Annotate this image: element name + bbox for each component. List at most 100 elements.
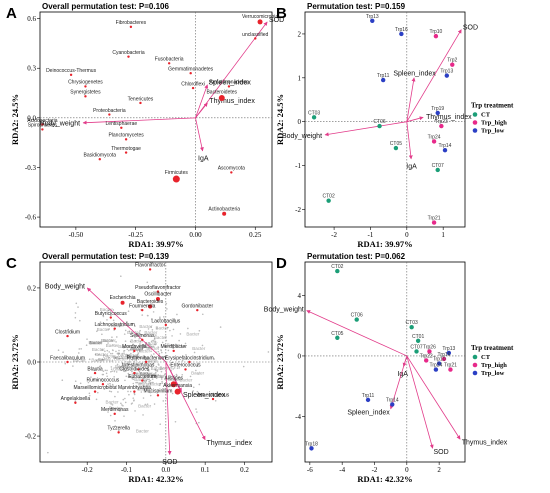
species-dot <box>142 381 144 384</box>
species-label: Bacter <box>111 323 125 328</box>
species-dot <box>74 380 77 382</box>
species-dot <box>111 383 114 386</box>
species-dot <box>156 369 159 372</box>
species-dot <box>86 338 88 340</box>
species-dot <box>176 313 178 316</box>
species-dot <box>139 361 141 363</box>
species-dot <box>104 369 107 372</box>
species-label: Bacter <box>146 373 160 378</box>
sample-point <box>326 198 331 203</box>
sample-label: CT03 <box>406 320 418 326</box>
species-label: Bacter <box>130 347 144 352</box>
arrow-label: SOD <box>433 449 448 456</box>
species-dot <box>135 349 138 351</box>
species-dot <box>109 384 112 387</box>
species-label: Bacter <box>127 354 141 359</box>
species-dot <box>153 340 155 342</box>
species-dot <box>108 325 111 328</box>
taxon-label: Oscillibacter <box>144 292 172 298</box>
taxon-point <box>84 95 87 98</box>
species-dot <box>106 319 108 321</box>
taxon-point <box>230 171 233 174</box>
sample-point <box>435 167 440 173</box>
species-dot <box>158 389 160 392</box>
x-axis-title: RDA1: 42.32% <box>357 474 412 484</box>
sample-point <box>365 397 371 403</box>
species-dot <box>155 377 158 380</box>
sample-label: Trp21 <box>428 216 441 222</box>
species-dot <box>165 354 167 357</box>
sample-point <box>446 350 452 356</box>
sample-point <box>335 335 340 340</box>
species-label: Bacter <box>136 429 150 434</box>
species-dot <box>88 394 91 397</box>
species-dot <box>95 359 98 362</box>
taxon-label: Chrysiogenetes <box>68 80 103 86</box>
species-dot <box>134 357 136 360</box>
species-dot <box>101 358 104 361</box>
species-dot <box>153 403 156 405</box>
species-label: Bacter <box>137 348 151 353</box>
taxon-label: Angelakisella <box>61 396 91 402</box>
arrow-label: Body_weight <box>282 133 322 140</box>
sample-point <box>433 367 439 372</box>
legend-swatch <box>472 128 478 133</box>
species-dot <box>152 381 154 384</box>
species-dot <box>138 383 141 385</box>
plot-frame <box>304 261 466 463</box>
taxon-point <box>117 431 120 434</box>
plot-frame <box>39 11 273 228</box>
species-dot <box>87 381 90 384</box>
species-dot <box>143 379 145 382</box>
species-dot <box>172 328 175 331</box>
species-label: Bacter <box>152 373 166 378</box>
sample-label: CT06 <box>373 119 385 125</box>
taxon-label: Pseudoflavonifractor <box>135 285 181 291</box>
legend-item: Trp_low <box>481 370 505 377</box>
species-dot <box>135 384 138 387</box>
species-dot <box>196 365 199 367</box>
y-tick-label: 0.6 <box>27 15 36 23</box>
sample-point <box>431 220 437 225</box>
species-dot <box>101 380 104 383</box>
sample-label: CT07 <box>410 344 422 350</box>
species-dot <box>114 425 117 427</box>
taxon-label: Bacteroidetes <box>206 90 237 96</box>
species-dot <box>134 325 136 327</box>
species-dot <box>201 313 204 316</box>
taxon-point <box>41 128 44 131</box>
taxon-point <box>133 349 136 353</box>
species-label: Bacter <box>186 332 200 337</box>
sample-point <box>442 148 448 153</box>
species-dot <box>98 353 100 356</box>
taxon-label: Actinobacteria <box>208 206 240 212</box>
species-dot <box>116 356 118 358</box>
species-label: Bacter <box>151 366 165 371</box>
species-label: Bacter <box>145 358 159 363</box>
species-dot <box>162 400 165 402</box>
species-dot <box>144 381 147 384</box>
sample-label: Trp24 <box>429 363 442 369</box>
y-tick-label: 2 <box>298 30 302 38</box>
species-dot <box>154 371 157 374</box>
sample-label: Trp11 <box>377 73 390 79</box>
species-label: Bacter <box>91 357 105 362</box>
arrow-thymus-index <box>406 355 461 440</box>
species-label: Bacter <box>140 371 154 376</box>
x-tick-label: 1 <box>441 231 445 239</box>
species-dot <box>106 361 108 363</box>
species-dot <box>169 375 172 377</box>
species-dot <box>165 336 167 339</box>
species-dot <box>113 376 115 378</box>
taxon-point <box>139 101 142 105</box>
arrow-label: SOD <box>269 17 284 24</box>
species-dot <box>129 348 132 351</box>
species-dot <box>108 356 110 359</box>
species-dot <box>154 343 156 346</box>
taxon-point <box>133 371 136 375</box>
y-tick-label: -1 <box>295 162 301 170</box>
species-dot <box>149 382 152 384</box>
species-dot <box>116 367 118 369</box>
